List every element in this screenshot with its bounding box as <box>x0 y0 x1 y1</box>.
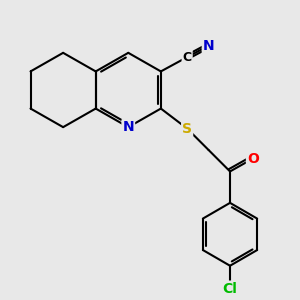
Text: N: N <box>203 39 214 53</box>
Text: O: O <box>247 152 259 166</box>
Text: C: C <box>183 51 192 64</box>
Text: Cl: Cl <box>223 282 238 296</box>
Text: N: N <box>122 120 134 134</box>
Text: S: S <box>182 122 192 136</box>
